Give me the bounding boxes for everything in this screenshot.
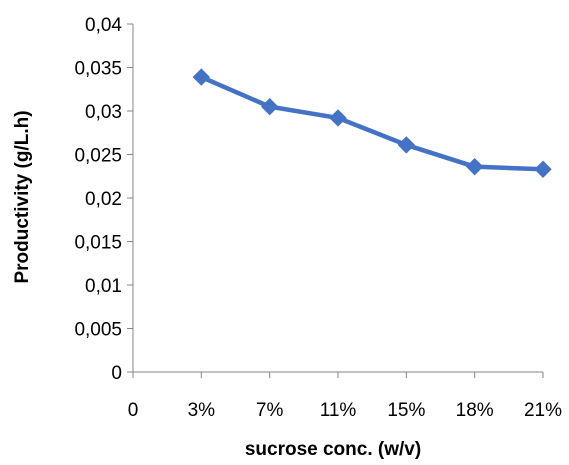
x-axis-tick-labels: 0 3% 7% 11% 15% 18% 21% [128, 400, 562, 421]
data-point-marker [465, 157, 484, 176]
data-point-marker [329, 109, 347, 127]
y-tick-label: 0,01 [85, 276, 122, 297]
y-axis-title: Productivity (g/L.h) [12, 110, 33, 283]
y-axis-tick-labels: 0 0,005 0,01 0,015 0,02 0,025 0,03 0,035 0,04 [74, 15, 122, 384]
y-tick-label: 0,005 [74, 320, 122, 341]
y-tick-label: 0,02 [85, 189, 122, 210]
data-point-marker [260, 97, 279, 116]
series-line [200, 75, 544, 172]
data-point-marker [192, 68, 211, 86]
y-tick-label: 0,04 [85, 15, 122, 36]
y-tick-label: 0,035 [74, 59, 122, 80]
x-tick-label: 15% [387, 400, 425, 421]
x-tick-label: 11% [320, 400, 357, 421]
y-tick-label: 0,03 [85, 102, 122, 123]
data-point-marker [397, 136, 416, 154]
data-point-marker [534, 160, 552, 178]
x-tick-label: 7% [256, 400, 284, 421]
x-axis-title: sucrose conc. (w/v) [245, 439, 421, 460]
series-layer [192, 68, 552, 178]
x-tick-label: 0 [128, 400, 139, 421]
x-tick-label: 3% [188, 400, 216, 421]
x-tick-label: 21% [524, 400, 562, 421]
y-tick-label: 0,025 [74, 146, 122, 167]
x-tick-label: 18% [456, 400, 494, 421]
y-tick-label: 0,015 [74, 233, 122, 254]
axes [127, 23, 544, 378]
y-tick-label: 0 [111, 363, 122, 384]
